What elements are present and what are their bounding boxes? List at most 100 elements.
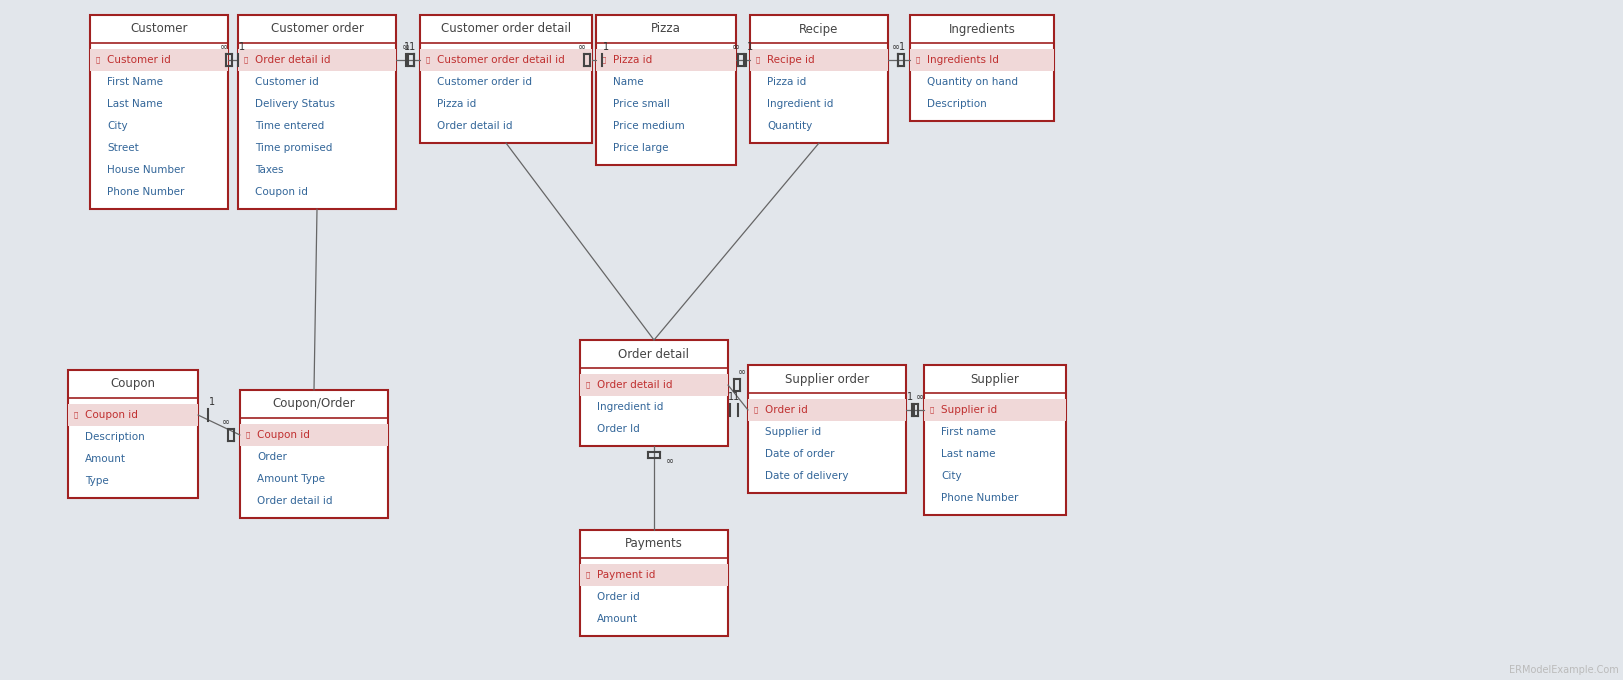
Text: House Number: House Number [107,165,185,175]
Text: Customer order detail: Customer order detail [441,22,571,35]
Text: Recipe id: Recipe id [766,55,815,65]
Text: Supplier: Supplier [971,373,1019,386]
Text: Supplier order: Supplier order [784,373,868,386]
Text: Order detail id: Order detail id [597,380,672,390]
Text: ∞: ∞ [578,42,586,52]
Text: Phone Number: Phone Number [940,493,1018,503]
Text: ERModelExample.Com: ERModelExample.Com [1508,665,1618,675]
Text: Payment id: Payment id [597,570,656,580]
Text: Customer order detail id: Customer order detail id [437,55,565,65]
Text: Pizza id: Pizza id [766,77,805,87]
Text: 1: 1 [747,42,753,52]
Bar [579,564,727,586]
Text: 11: 11 [404,42,415,52]
Text: 1: 1 [602,42,609,52]
Bar [596,15,735,165]
Text: ∞: ∞ [401,42,411,52]
Text: Taxes: Taxes [255,165,284,175]
Text: Date of order: Date of order [764,449,834,459]
Bar [750,15,888,143]
Text: Order: Order [256,452,287,462]
Text: Price large: Price large [612,143,669,153]
Text: Quantity on hand: Quantity on hand [927,77,1018,87]
Text: Pizza id: Pizza id [612,55,652,65]
Text: Ingredients: Ingredients [948,22,1014,35]
Text: Amount: Amount [84,454,127,464]
Text: Amount: Amount [597,614,638,624]
Text: 11: 11 [727,392,740,402]
Text: Coupon/Order: Coupon/Order [273,398,355,411]
Text: Coupon id: Coupon id [255,187,308,197]
Text: Last name: Last name [940,449,995,459]
Bar [909,49,1053,71]
Text: Coupon id: Coupon id [256,430,310,440]
Text: Pizza: Pizza [651,22,680,35]
Text: Ingredient id: Ingredient id [597,402,662,412]
Bar [923,399,1065,421]
Text: ∞: ∞ [222,417,230,427]
Text: 1: 1 [239,42,245,52]
Text: Payments: Payments [625,537,683,551]
Text: Description: Description [84,432,144,442]
Text: ⚿: ⚿ [243,56,248,63]
Text: Name: Name [612,77,643,87]
Text: Order detail id: Order detail id [437,121,513,131]
Text: ⚿: ⚿ [96,56,101,63]
Text: Amount Type: Amount Type [256,474,325,484]
Text: Date of delivery: Date of delivery [764,471,847,481]
Text: Ingredients Id: Ingredients Id [927,55,998,65]
Text: Phone Number: Phone Number [107,187,185,197]
Text: ⚿: ⚿ [586,381,589,388]
Text: ⚿: ⚿ [245,432,250,439]
Text: ∞: ∞ [915,392,923,402]
Bar [748,365,906,493]
Text: ⚿: ⚿ [755,56,760,63]
Bar [89,15,227,209]
Bar [923,365,1065,515]
Text: Ingredient id: Ingredient id [766,99,833,109]
Text: Street: Street [107,143,138,153]
Text: ⚿: ⚿ [753,407,758,413]
Text: 1: 1 [906,392,912,402]
Text: ∞: ∞ [737,367,745,377]
Text: Order detail: Order detail [618,347,690,360]
Bar [748,399,906,421]
Bar [420,49,592,71]
Text: Price medium: Price medium [612,121,685,131]
Text: Order detail id: Order detail id [256,496,333,506]
Text: Time promised: Time promised [255,143,333,153]
Text: ∞: ∞ [732,42,740,52]
Text: Last Name: Last Name [107,99,162,109]
Text: Pizza id: Pizza id [437,99,476,109]
Text: Description: Description [927,99,987,109]
Text: City: City [940,471,961,481]
Bar [596,49,735,71]
Text: Order Id: Order Id [597,424,639,434]
Text: Customer: Customer [130,22,188,35]
Text: ⚿: ⚿ [586,572,589,578]
Text: First Name: First Name [107,77,162,87]
Text: ⚿: ⚿ [425,56,430,63]
Text: Quantity: Quantity [766,121,812,131]
Text: Recipe: Recipe [799,22,837,35]
Text: Coupon id: Coupon id [84,410,138,420]
Text: Order id: Order id [597,592,639,602]
Text: Time entered: Time entered [255,121,325,131]
Bar [579,374,727,396]
Text: ⚿: ⚿ [915,56,920,63]
Bar [89,49,227,71]
Text: Customer order: Customer order [271,22,364,35]
Bar [68,370,198,498]
Bar [240,424,388,446]
Text: ⚿: ⚿ [602,56,605,63]
Text: Order detail id: Order detail id [255,55,331,65]
Bar [240,390,388,518]
Text: ∞: ∞ [665,456,674,466]
Text: City: City [107,121,128,131]
Text: ⚿: ⚿ [930,407,933,413]
Bar [239,15,396,209]
Text: Delivery Status: Delivery Status [255,99,334,109]
Text: Order id: Order id [764,405,807,415]
Bar [579,530,727,636]
Bar [579,340,727,446]
